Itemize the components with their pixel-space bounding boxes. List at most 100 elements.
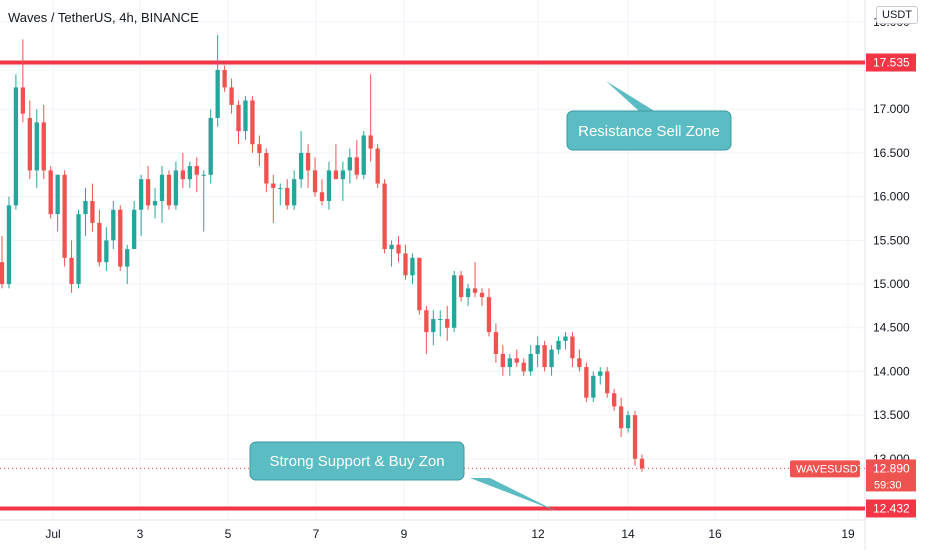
time-tick-label: 5 — [225, 527, 232, 541]
candle-body — [465, 288, 471, 298]
candle-body — [187, 166, 192, 180]
candle-body — [528, 353, 533, 372]
resistance-price-label: 17.535 — [873, 55, 910, 69]
support-callout-text: Strong Support & Buy Zon — [269, 453, 444, 470]
candle-body — [452, 275, 457, 328]
candle — [194, 157, 199, 193]
candle — [431, 310, 436, 346]
candle — [632, 410, 638, 466]
candle-body — [305, 152, 311, 171]
candle — [138, 174, 144, 236]
candle — [236, 100, 241, 145]
candle-body — [243, 100, 248, 132]
candle — [118, 205, 123, 271]
resistance-level[interactable]: 17.535 — [0, 53, 916, 72]
candle-body — [180, 170, 186, 180]
candle-body — [500, 353, 506, 368]
candle — [472, 262, 478, 298]
candle — [159, 166, 165, 223]
grid-lines — [0, 0, 865, 520]
candle — [521, 358, 526, 376]
candle — [514, 349, 519, 368]
support-callout-box — [249, 441, 465, 481]
time-tick-label: 3 — [137, 527, 144, 541]
candle-body — [375, 148, 380, 184]
candle-body — [278, 187, 283, 189]
candle — [125, 244, 130, 285]
candle-body — [472, 288, 478, 293]
candle-body — [507, 358, 512, 368]
candle — [132, 201, 137, 250]
candle-body — [389, 244, 394, 250]
currency-button[interactable]: USDT — [876, 6, 918, 24]
support-level[interactable]: 12.432 — [0, 499, 916, 518]
price-tick-label: 16.000 — [873, 190, 910, 204]
candle-body — [69, 257, 74, 285]
bar-countdown: 59:30 — [874, 479, 902, 491]
price-tick-label: 13.500 — [873, 408, 910, 422]
candle — [549, 345, 554, 376]
candle — [465, 284, 471, 306]
time-axis[interactable]: Jul 3 5 7 9 12 14 16 19 — [45, 527, 855, 541]
candle — [34, 109, 39, 188]
candle — [62, 170, 67, 267]
candle — [152, 187, 158, 219]
time-tick-label: 19 — [841, 527, 855, 541]
candle-body — [111, 209, 116, 241]
candle — [298, 131, 304, 188]
candle-body — [486, 297, 492, 333]
candle — [577, 349, 582, 372]
support-callout[interactable]: Strong Support & Buy Zon — [249, 441, 556, 511]
time-tick-label: 9 — [401, 527, 408, 541]
candle-body — [264, 152, 269, 184]
support-price-label: 12.432 — [873, 501, 910, 515]
candle — [180, 152, 186, 188]
candle — [27, 100, 32, 180]
candle — [361, 131, 366, 180]
candle-body — [612, 393, 617, 407]
candle — [264, 148, 269, 193]
resistance-price-label-bg — [866, 53, 916, 72]
candle-body — [229, 87, 234, 105]
candle — [396, 235, 401, 263]
candle-body — [598, 371, 603, 376]
candle — [458, 270, 464, 302]
candle — [542, 340, 547, 372]
price-axis[interactable]: 18.00017.50017.00016.50016.00015.50015.0… — [873, 15, 910, 466]
candle-body — [132, 209, 137, 250]
candle — [528, 345, 533, 376]
candle-body — [410, 257, 415, 276]
support-price-label-bg — [866, 499, 916, 518]
candle-body — [438, 318, 443, 320]
symbol-tag: WAVESUSDT — [796, 463, 865, 475]
candle-body — [13, 87, 19, 206]
candle-body — [215, 69, 220, 118]
candle-body — [625, 415, 631, 429]
candle-body — [340, 170, 346, 180]
candle — [452, 270, 457, 333]
candle — [250, 96, 255, 153]
price-tick-label: 14.000 — [873, 364, 910, 378]
candle-body — [556, 340, 561, 350]
candle-body — [166, 174, 172, 206]
candle — [598, 367, 603, 385]
candle — [410, 253, 415, 285]
candle-body — [326, 170, 332, 202]
candle — [0, 235, 5, 289]
candle-body — [368, 135, 373, 149]
resistance-callout[interactable]: Resistance Sell Zone — [566, 81, 732, 151]
candle — [222, 65, 227, 92]
candle-body — [347, 157, 352, 171]
candle-body — [417, 257, 422, 311]
candle-body — [298, 152, 304, 180]
candle-body — [83, 201, 88, 215]
resistance-callout-pointer — [606, 81, 656, 112]
candle-body — [97, 222, 102, 263]
candle — [486, 288, 492, 337]
candle-body — [577, 358, 582, 368]
candle — [90, 183, 95, 232]
price-tick-label: 14.500 — [873, 321, 910, 335]
resistance-callout-box — [566, 110, 732, 151]
